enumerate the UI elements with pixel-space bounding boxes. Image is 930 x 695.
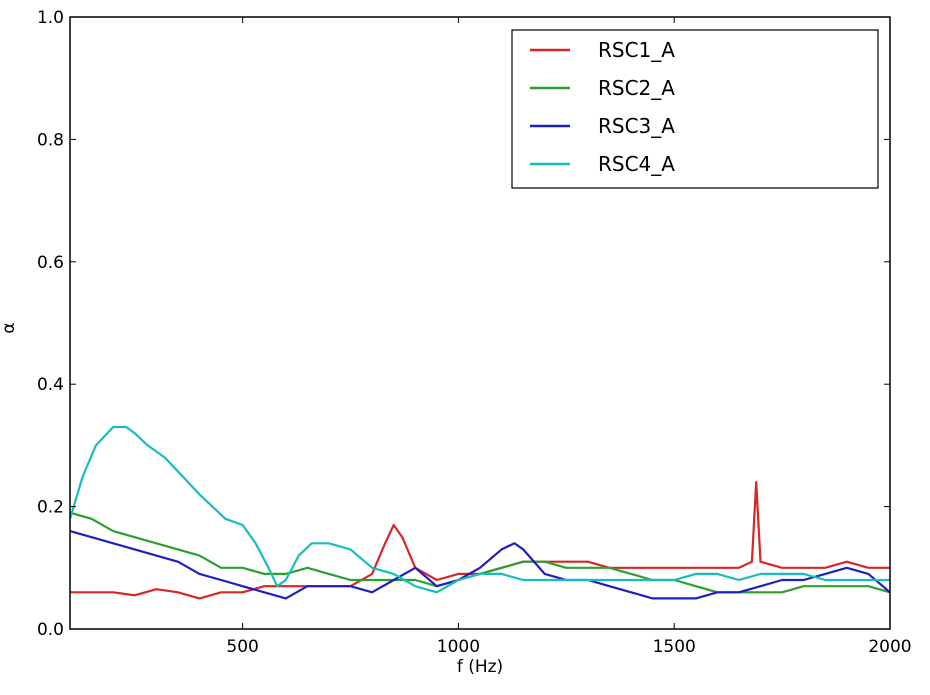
x-tick-label: 2000 xyxy=(868,637,911,657)
plot-frame xyxy=(69,16,891,630)
legend-label: RSC1_A xyxy=(598,38,675,62)
y-tick-label: 0.8 xyxy=(37,130,64,150)
legend-label: RSC4_A xyxy=(598,152,675,176)
legend-label: RSC2_A xyxy=(598,76,675,100)
y-tick-label: 0.4 xyxy=(37,375,64,395)
y-tick-label: 1.0 xyxy=(37,8,64,28)
legend-label: RSC3_A xyxy=(598,114,675,138)
x-axis-title: f (Hz) xyxy=(457,657,503,677)
legend-box xyxy=(511,29,879,189)
x-tick-label: 1500 xyxy=(653,637,696,657)
ticks-layer: 500 1000 1500 2000 0.0 0.2 0.4 0.6 0.8 1.0 xyxy=(37,8,912,657)
series-layer xyxy=(68,425,891,600)
x-tick-label: 500 xyxy=(226,637,258,657)
y-axis-title: α xyxy=(0,322,19,333)
x-tick-label: 1000 xyxy=(437,637,480,657)
y-tick-label: 0.2 xyxy=(37,498,64,518)
y-tick-label: 0.6 xyxy=(37,253,64,273)
legend: RSC1_A RSC2_A RSC3_A RSC4_A xyxy=(511,29,879,189)
series-line-4 xyxy=(68,425,890,594)
y-tick-label: 0.0 xyxy=(37,620,64,640)
series-line-3 xyxy=(69,530,891,600)
